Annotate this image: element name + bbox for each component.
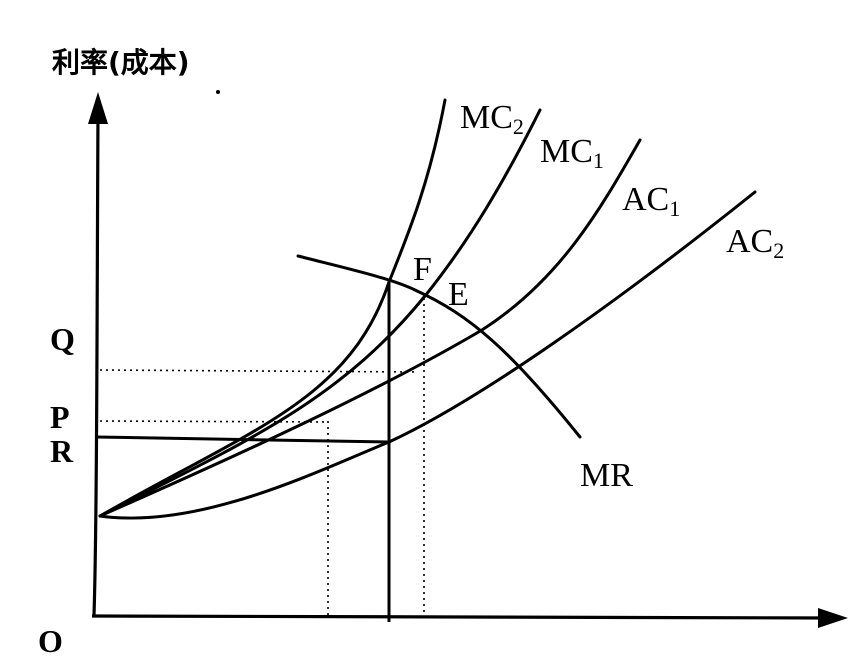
reference-lines [95,282,425,622]
axis-labels: 利率(成本) Q P R O [38,46,190,656]
mc1-curve [98,108,542,518]
point-f-label: F [413,251,432,288]
mc2-label: MC2 [460,99,524,139]
scan-speck [216,90,220,94]
ac1-label: AC1 [622,181,680,221]
y-axis-arrowhead [88,92,108,124]
curves [98,98,757,520]
curve-labels: MC2 MC1 AC1 AC2 MR [460,99,784,494]
ac2-curve [98,190,757,520]
mc1-label: MC1 [540,133,604,173]
origin-label: O [38,623,63,656]
mr-curve [296,254,582,439]
axes [88,92,848,628]
ac1-curve [98,138,642,518]
y-tick-p: P [50,399,70,435]
q-level-dotted-line [99,369,419,373]
mr-label: MR [580,457,633,494]
p-level-dotted-line [99,420,329,423]
y-tick-r: R [50,433,74,469]
ac2-label: AC2 [726,223,784,263]
x-axis [91,614,831,620]
point-e-label: E [448,276,469,313]
x-axis-arrowhead [818,608,848,628]
y-tick-q: Q [50,321,75,357]
y-axis-label: 利率(成本) [52,46,190,79]
mc2-curve [98,98,447,518]
y-axis [92,111,100,616]
point-labels: F E [413,251,469,313]
